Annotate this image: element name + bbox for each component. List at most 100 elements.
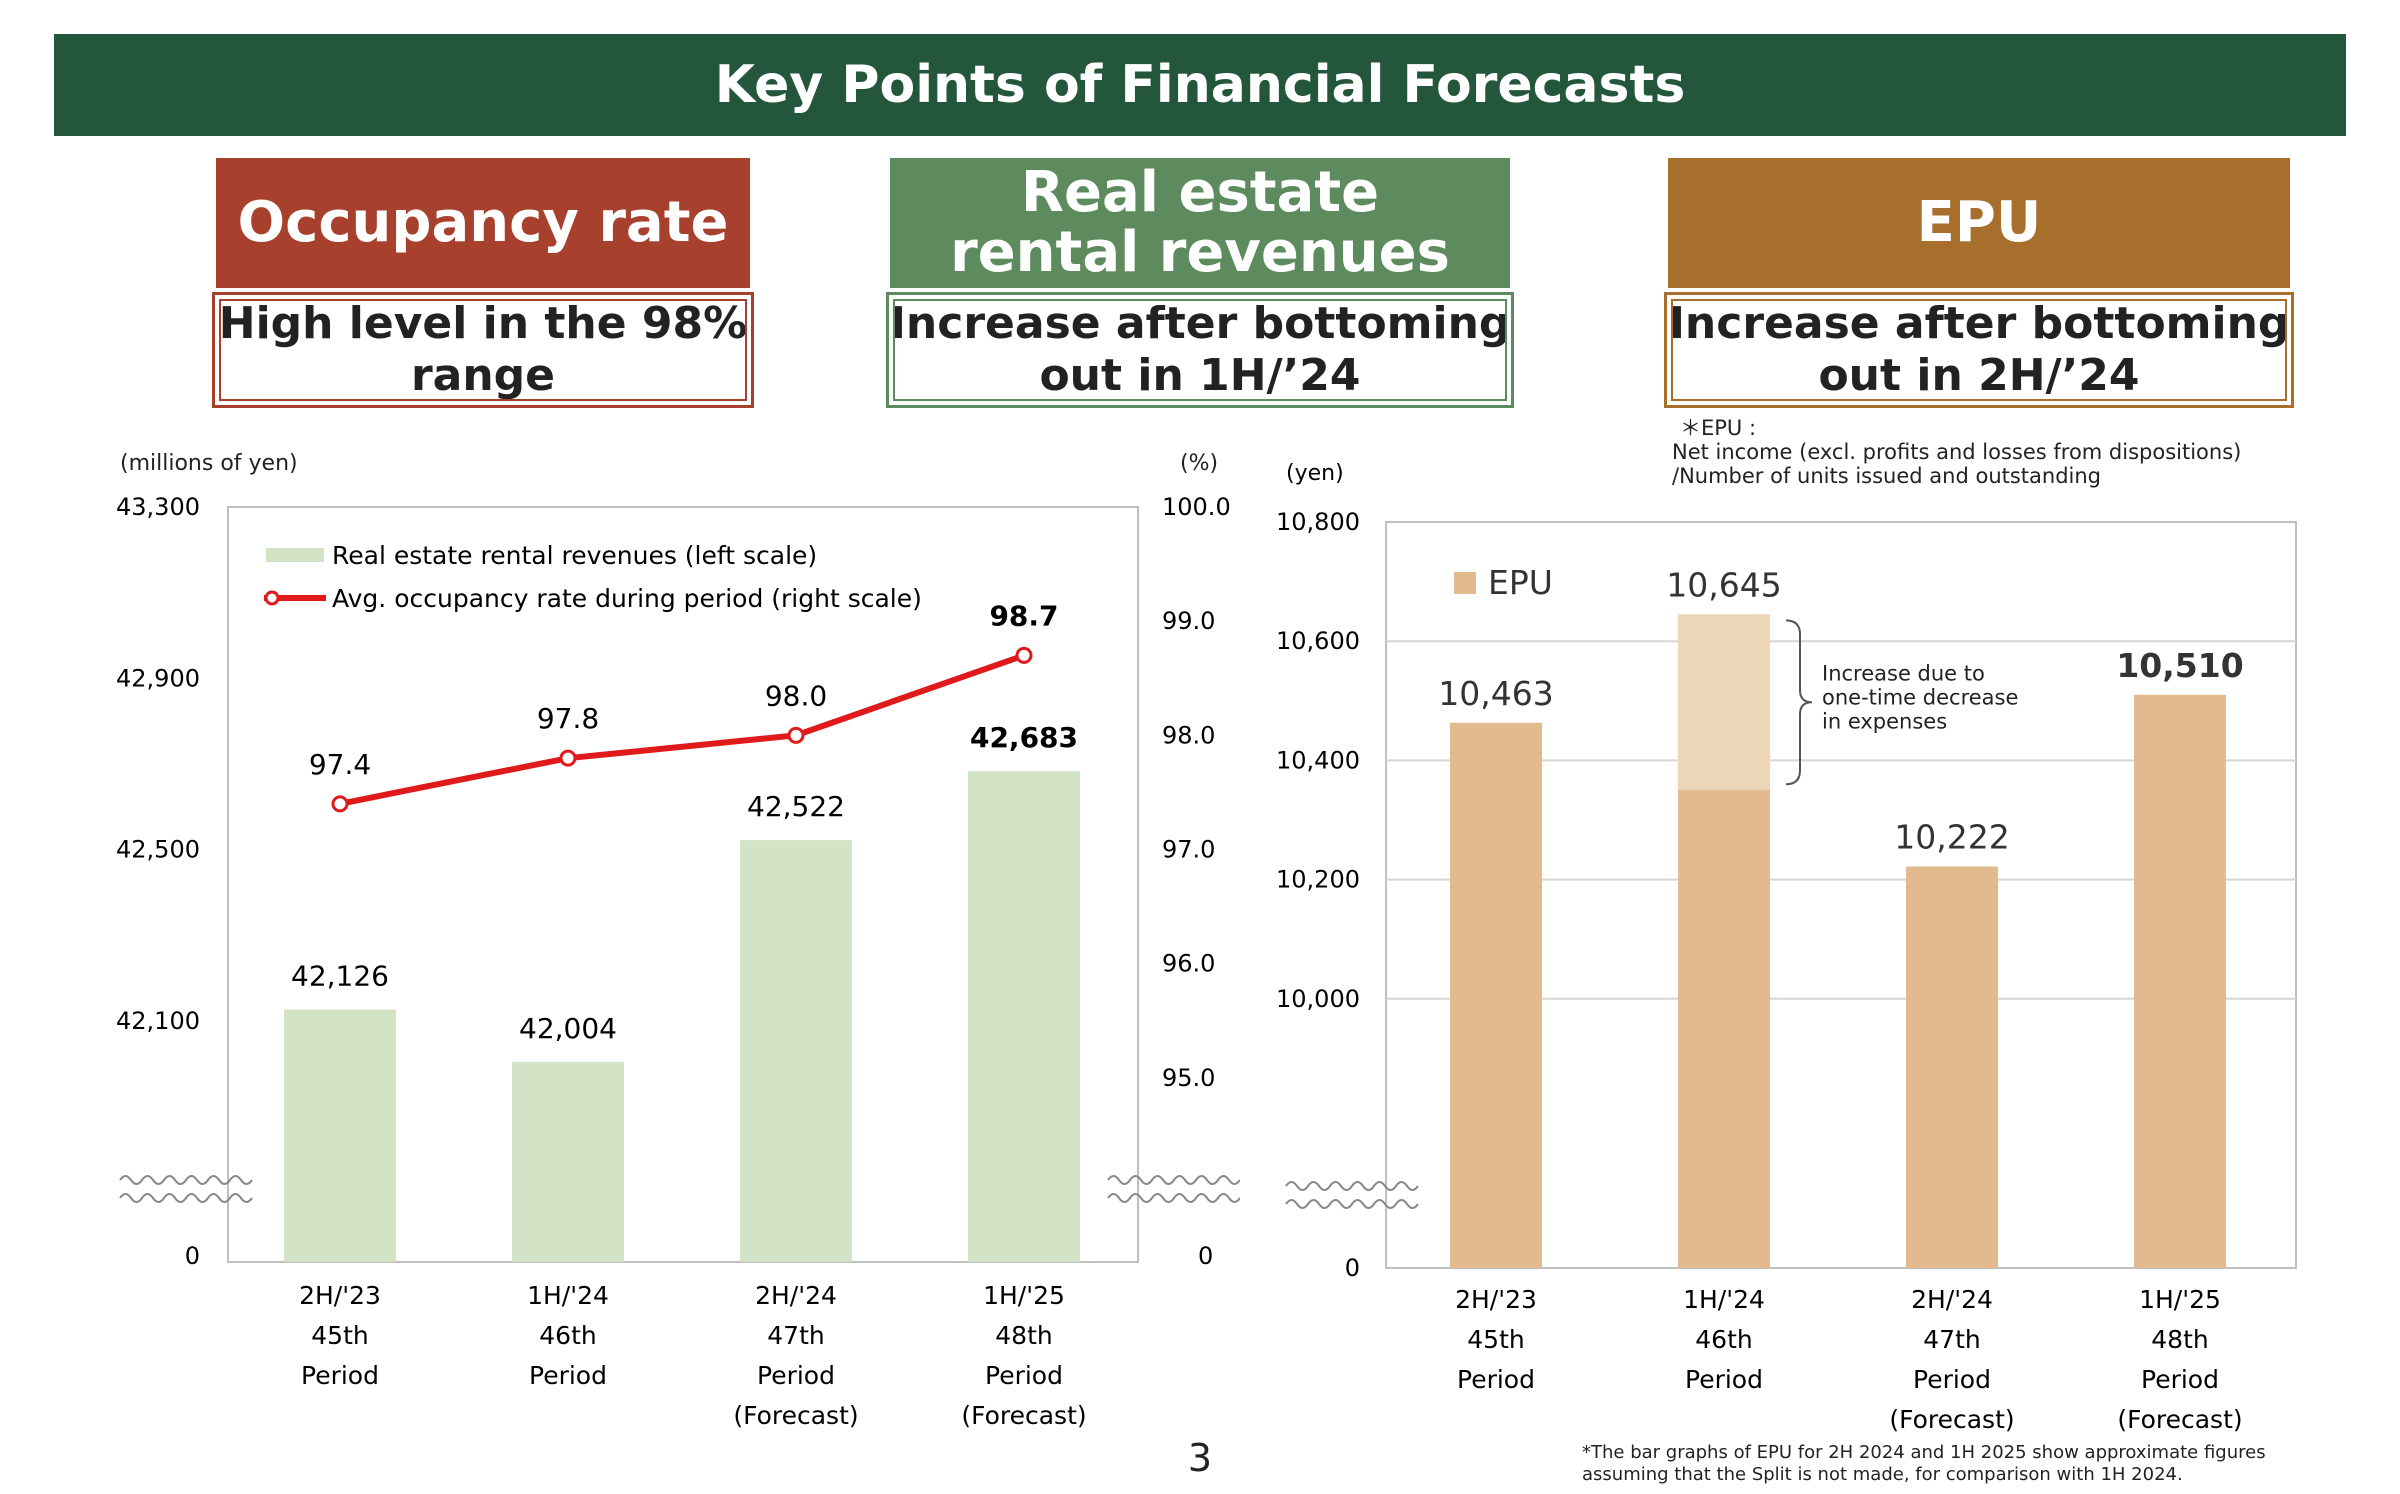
category-label: Period <box>1685 1365 1763 1394</box>
occupancy-data-label: 97.8 <box>537 702 599 735</box>
epu-heading: EPU <box>1668 158 2290 288</box>
category-label: 45th <box>311 1321 368 1350</box>
category-label: 1H/'24 <box>527 1281 609 1310</box>
revenue-data-label: 42,126 <box>291 960 389 993</box>
revenues-summary: Increase after bottoming out in 1H/’24 <box>886 292 1514 408</box>
axis-break <box>1285 1181 1419 1191</box>
epu-data-label: 10,222 <box>1894 817 2009 856</box>
y-tick-label: 10,400 <box>1276 746 1360 774</box>
revenue-bar <box>968 771 1080 1262</box>
revenue-data-label: 42,522 <box>747 790 845 823</box>
left-tick-label: 42,100 <box>116 1007 200 1035</box>
occupancy-data-label: 98.7 <box>989 599 1058 632</box>
right-tick-label: 97.0 <box>1162 836 1215 864</box>
legend-swatch <box>1454 572 1476 594</box>
axis-break-left <box>119 1175 253 1185</box>
plot-frame <box>1385 521 2297 1269</box>
epu-data-label: 10,510 <box>2116 646 2243 685</box>
axis-break-left <box>119 1193 253 1203</box>
page-title: Key Points of Financial Forecasts <box>54 34 2346 136</box>
occupancy-point <box>331 795 349 813</box>
occupancy-line <box>339 652 1025 807</box>
y-axis-unit: (yen) <box>1286 461 1344 486</box>
legend-line-label: Avg. occupancy rate during period (right… <box>332 584 922 613</box>
category-label: 47th <box>1923 1325 1980 1354</box>
annotation-brace <box>1785 619 1813 786</box>
y-tick-label: 10,800 <box>1276 508 1360 536</box>
occupancy-data-label: 98.0 <box>765 679 827 712</box>
occupancy-heading: Occupancy rate <box>216 158 750 288</box>
category-label: 1H/'25 <box>983 1281 1065 1310</box>
category-label: (Forecast) <box>961 1401 1086 1430</box>
plot-frame <box>227 506 1139 1263</box>
category-label: Period <box>1457 1365 1535 1394</box>
category-label: 2H/'24 <box>755 1281 837 1310</box>
axis-break <box>1285 1199 1419 1209</box>
right-tick-label: 99.0 <box>1162 607 1215 635</box>
category-label: Period <box>757 1361 835 1390</box>
y-tick-label: 0 <box>1345 1254 1360 1282</box>
right-tick-label: 98.0 <box>1162 721 1215 749</box>
category-label: Period <box>2141 1365 2219 1394</box>
revenue-bar <box>512 1061 624 1262</box>
page-number: 3 <box>1187 1436 1213 1480</box>
right-axis-unit: (%) <box>1180 451 1218 476</box>
epu-note-marker: ＊EPU : <box>1680 416 1757 440</box>
left-axis-unit: (millions of yen) <box>120 451 298 476</box>
category-label: 46th <box>539 1321 596 1350</box>
annotation-text: Increase due to one-time decrease in expen… <box>1822 661 2018 733</box>
right-tick-label: 0 <box>1198 1242 1213 1270</box>
category-label: Period <box>1913 1365 1991 1394</box>
occupancy-data-label: 97.4 <box>309 748 371 781</box>
category-label: Period <box>985 1361 1063 1390</box>
axis-break-right <box>1107 1175 1240 1185</box>
revenue-data-label: 42,683 <box>970 721 1078 754</box>
category-label: Period <box>529 1361 607 1390</box>
legend-label: EPU <box>1488 563 1553 602</box>
left-tick-label: 0 <box>185 1242 200 1270</box>
epu-one-time-segment <box>1678 614 1770 791</box>
category-label: 46th <box>1695 1325 1752 1354</box>
epu-summary: Increase after bottoming out in 2H/’24 <box>1664 292 2294 408</box>
right-tick-label: 96.0 <box>1162 950 1215 978</box>
axis-break-right <box>1107 1193 1240 1203</box>
right-tick-label: 95.0 <box>1162 1064 1215 1092</box>
epu-note-line2: /Number of units issued and outstanding <box>1672 464 2102 488</box>
epu-note-line1: Net income (excl. profits and losses fro… <box>1672 440 2242 464</box>
epu-bar <box>2134 694 2226 1268</box>
category-label: (Forecast) <box>1889 1405 2014 1434</box>
category-label: Period <box>301 1361 379 1390</box>
occupancy-point <box>787 726 805 744</box>
legend-bar-swatch <box>266 548 324 562</box>
category-label: 45th <box>1467 1325 1524 1354</box>
category-label: 2H/'24 <box>1911 1285 1993 1314</box>
category-label: (Forecast) <box>2117 1405 2242 1434</box>
category-label: 48th <box>2151 1325 2208 1354</box>
revenue-bar <box>740 840 852 1262</box>
epu-data-label: 10,463 <box>1438 674 1553 713</box>
footnote: *The bar graphs of EPU for 2H 2024 and 1… <box>1582 1442 2266 1485</box>
left-tick-label: 42,500 <box>116 836 200 864</box>
category-label: 1H/'25 <box>2139 1285 2221 1314</box>
epu-data-label: 10,645 <box>1666 565 1781 604</box>
y-tick-label: 10,200 <box>1276 866 1360 894</box>
category-label: 47th <box>767 1321 824 1350</box>
y-tick-label: 10,600 <box>1276 627 1360 655</box>
epu-bar <box>1906 866 1998 1268</box>
legend-line-marker <box>264 590 280 606</box>
category-label: 48th <box>995 1321 1052 1350</box>
category-label: (Forecast) <box>733 1401 858 1430</box>
legend-bar-label: Real estate rental revenues (left scale) <box>332 541 817 570</box>
y-tick-label: 10,000 <box>1276 985 1360 1013</box>
revenue-data-label: 42,004 <box>519 1012 617 1045</box>
revenue-bar <box>284 1009 396 1262</box>
category-label: 2H/'23 <box>1455 1285 1537 1314</box>
category-label: 2H/'23 <box>299 1281 381 1310</box>
category-label: 1H/'24 <box>1683 1285 1765 1314</box>
right-tick-label: 100.0 <box>1162 493 1231 521</box>
revenues-occupancy-chart: (millions of yen) (%) 43,300 42,900 42,500 42… <box>116 451 1240 1430</box>
epu-bar <box>1450 722 1542 1268</box>
revenues-heading: Real estate rental revenues <box>890 158 1510 288</box>
occupancy-point <box>1015 646 1033 664</box>
epu-chart: (yen) 10,800 10,600 10,400 10,200 10,000 0 10,4… <box>1276 461 2297 1434</box>
